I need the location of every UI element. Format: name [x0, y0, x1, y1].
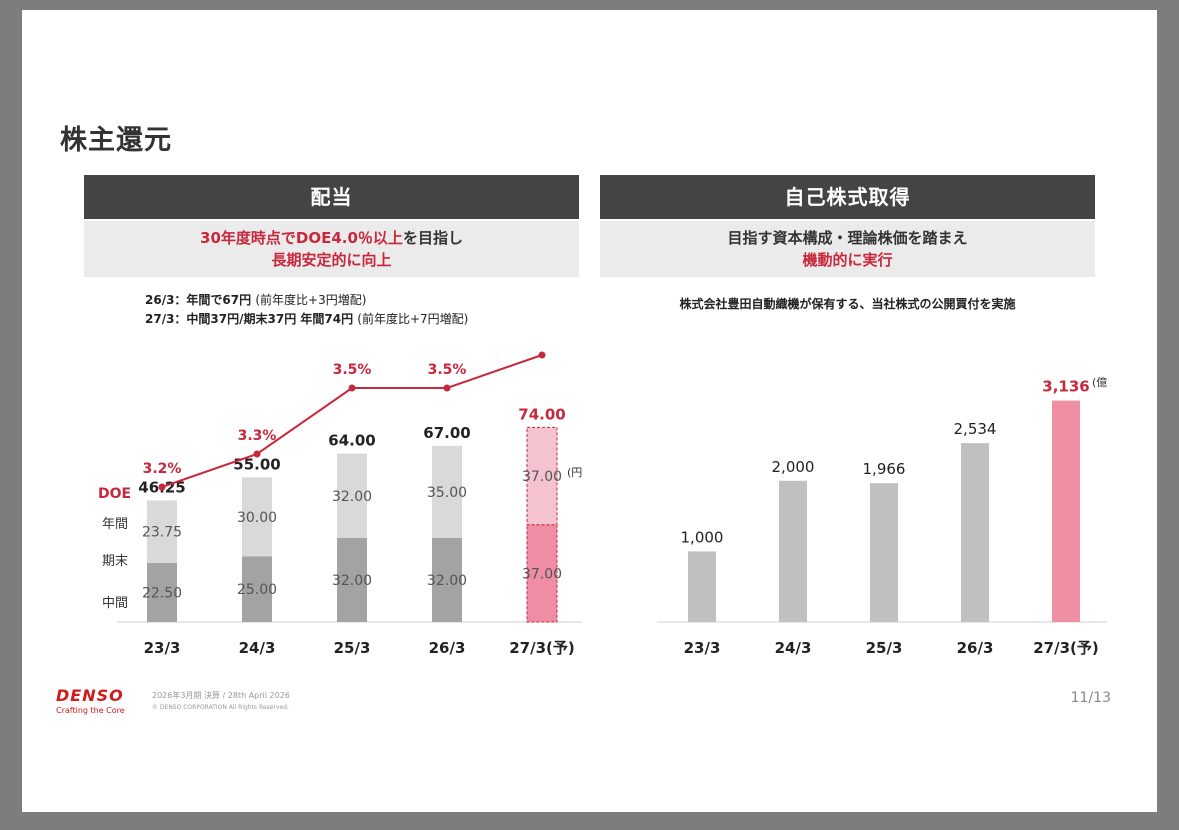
dividend-goal-line2: 長期安定的に向上	[271, 251, 392, 269]
slide: 株主還元 配当 30年度時点でDOE4.0％以上を目指し 長期安定的に向上 26…	[22, 10, 1157, 812]
category-label: 25/3	[866, 639, 903, 657]
final-label: 23.75	[142, 525, 182, 541]
annual-label: 55.00	[233, 455, 280, 473]
buyback-panel: 自己株式取得 目指す資本構成・理論株価を踏まえ 機動的に実行	[600, 175, 1095, 277]
doe-label: 3.5%	[333, 362, 372, 378]
buyback-header: 自己株式取得	[600, 175, 1095, 219]
logo-text: DENSO	[56, 686, 124, 705]
doe-point	[443, 384, 451, 392]
page-number: 11/13	[1070, 690, 1111, 706]
buyback-chart: 1,000 23/3 2,000 24/3 1,966 25/3 2,534 26/3 3,13…	[657, 376, 1107, 657]
buyback-value-label: 3,136	[1042, 378, 1089, 396]
buyback-goal: 目指す資本構成・理論株価を踏まえ 機動的に実行	[600, 221, 1095, 277]
annual-label: 64.00	[328, 432, 375, 450]
final-label: 37.00	[522, 469, 562, 485]
category-label: 26/3	[429, 639, 466, 657]
dividend-header: 配当	[84, 175, 579, 219]
final-label: 30.00	[237, 510, 277, 526]
final-label: 35.00	[427, 485, 467, 501]
interim-label: 32.00	[332, 573, 372, 589]
legend-doe: DOE	[98, 486, 131, 502]
buyback-bar	[688, 551, 716, 622]
buyback-goal-line2: 機動的に実行	[802, 251, 893, 269]
interim-bar	[147, 562, 177, 622]
category-label: 23/3	[144, 639, 181, 657]
dividend-goal-rest: を目指し	[402, 229, 463, 247]
unit-label: (円)	[567, 466, 582, 479]
doe-point	[538, 351, 546, 359]
legend-annual: 年間	[102, 517, 128, 532]
interim-bar	[432, 537, 462, 622]
dividend-goal-highlight: 30年度時点でDOE4.0％以上	[200, 229, 403, 247]
category-label: 23/3	[684, 639, 721, 657]
category-label: 25/3	[334, 639, 371, 657]
final-bar	[147, 500, 177, 563]
legend-interim: 中間	[102, 596, 128, 611]
dividend-note-1-main: 26/3：年間で67円	[145, 293, 252, 307]
category-label: 24/3	[239, 639, 276, 657]
dividend-panel: 配当 30年度時点でDOE4.0％以上を目指し 長期安定的に向上	[84, 175, 579, 277]
interim-label: 22.50	[142, 585, 182, 601]
interim-label: 25.00	[237, 582, 277, 598]
buyback-value-label: 2,000	[772, 458, 815, 476]
buyback-bar	[1052, 400, 1080, 622]
category-label: 27/3(予)	[1033, 639, 1099, 657]
buyback-goal-line1: 目指す資本構成・理論株価を踏まえ	[727, 229, 968, 247]
annual-label: 67.00	[423, 424, 470, 442]
final-bar	[432, 445, 462, 538]
legend-final: 期末	[102, 554, 128, 569]
dividend-note-1: 26/3：年間で67円 (前年度比+3円増配)	[145, 291, 366, 308]
buyback-bar	[870, 483, 898, 622]
final-label: 32.00	[332, 489, 372, 505]
doe-point	[253, 450, 261, 458]
buyback-bar	[961, 443, 989, 622]
logo-tagline: Crafting the Core	[56, 706, 125, 715]
doe-label: 3.3%	[238, 428, 277, 444]
doe-point	[348, 384, 356, 392]
category-label: 27/3(予)	[509, 639, 575, 657]
dividend-note-2-main: 27/3：中間37円/期末37円 年間74円	[145, 312, 354, 326]
dividend-chart: 22.5023.7546.2523/325.0030.0055.0024/332…	[98, 351, 582, 657]
buyback-bar	[779, 480, 807, 622]
footer-copyright: © DENSO CORPORATION All Rights Reserved.	[152, 704, 289, 711]
buyback-value-label: 2,534	[954, 420, 997, 438]
category-label: 26/3	[957, 639, 994, 657]
dividend-goal: 30年度時点でDOE4.0％以上を目指し 長期安定的に向上	[84, 221, 579, 277]
annual-label: 74.00	[518, 405, 565, 423]
buyback-value-label: 1,966	[863, 460, 906, 478]
footer-period: 2026年3月期 決算 / 28th April 2026	[152, 691, 290, 700]
unit-label: (億円)	[1092, 376, 1107, 389]
denso-logo: DENSO Crafting the Core	[56, 686, 125, 715]
interim-bar	[242, 556, 272, 622]
dividend-note-1-sub: (前年度比+3円増配)	[255, 293, 367, 307]
doe-label: 3.5%	[428, 362, 467, 378]
doe-label: 3.2%	[143, 461, 182, 477]
interim-bar	[337, 537, 367, 622]
final-bar	[337, 453, 367, 538]
final-bar	[526, 426, 558, 526]
interim-label: 37.00	[522, 566, 562, 582]
buyback-value-label: 1,000	[681, 528, 724, 546]
buyback-note: 株式会社豊田自動織機が保有する、当社株式の公開買付を実施	[679, 297, 1016, 311]
dividend-note-2-sub: (前年度比+7円増配)	[357, 312, 469, 326]
interim-label: 32.00	[427, 573, 467, 589]
category-label: 24/3	[775, 639, 812, 657]
page-title: 株主還元	[60, 125, 172, 156]
doe-point	[158, 483, 166, 491]
final-bar	[242, 477, 272, 557]
dividend-note-2: 27/3：中間37円/期末37円 年間74円 (前年度比+7円増配)	[145, 310, 468, 327]
